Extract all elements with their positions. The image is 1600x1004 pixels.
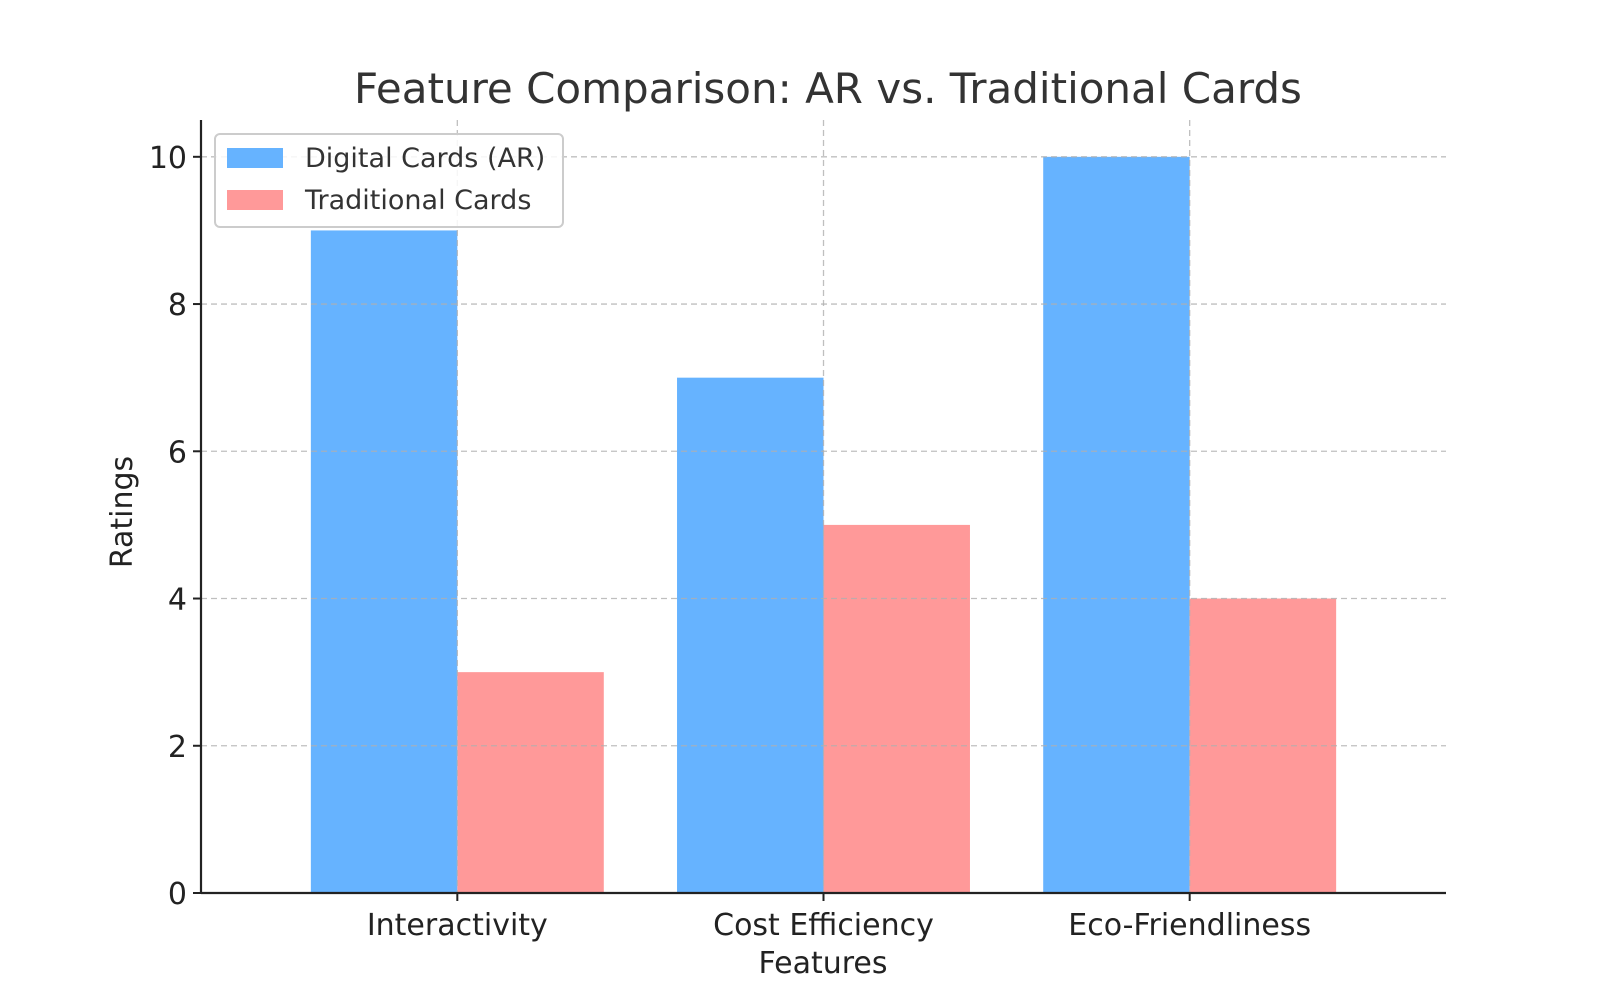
legend-swatch-0 <box>227 148 283 168</box>
x-tick-label-0: Interactivity <box>367 908 548 943</box>
x-tick-label-1: Cost Efficiency <box>713 908 934 943</box>
axes <box>193 120 1446 901</box>
tick-labels: 0 2 4 6 8 10 Interactivity Cost Efficiency Eco-F… <box>149 141 1311 943</box>
bar-traditional-0 <box>457 672 604 893</box>
y-tick-label-4: 8 <box>168 288 187 323</box>
legend: Digital Cards (AR) Traditional Cards <box>214 133 564 228</box>
legend-label-0: Digital Cards (AR) <box>305 143 545 174</box>
legend-box <box>214 133 564 228</box>
grid-lines <box>201 120 1446 893</box>
y-axis-label: Ratings <box>105 456 140 568</box>
x-tick-label-2: Eco-Friendliness <box>1068 908 1311 943</box>
x-axis-label: Features <box>759 946 888 981</box>
bar-digital-0 <box>310 230 458 893</box>
legend-swatch-1 <box>227 190 283 210</box>
chart-title: Feature Comparison: AR vs. Traditional C… <box>354 64 1302 113</box>
bar-traditional-1 <box>823 524 970 893</box>
y-tick-label-3: 6 <box>168 435 187 470</box>
bar-digital-1 <box>677 377 824 894</box>
y-tick-label-0: 0 <box>168 877 187 912</box>
legend-label-1: Traditional Cards <box>304 185 531 216</box>
y-tick-label-1: 2 <box>168 730 187 765</box>
bar-digital-2 <box>1043 156 1190 894</box>
y-tick-label-5: 10 <box>149 141 187 176</box>
y-tick-label-2: 4 <box>168 583 187 618</box>
